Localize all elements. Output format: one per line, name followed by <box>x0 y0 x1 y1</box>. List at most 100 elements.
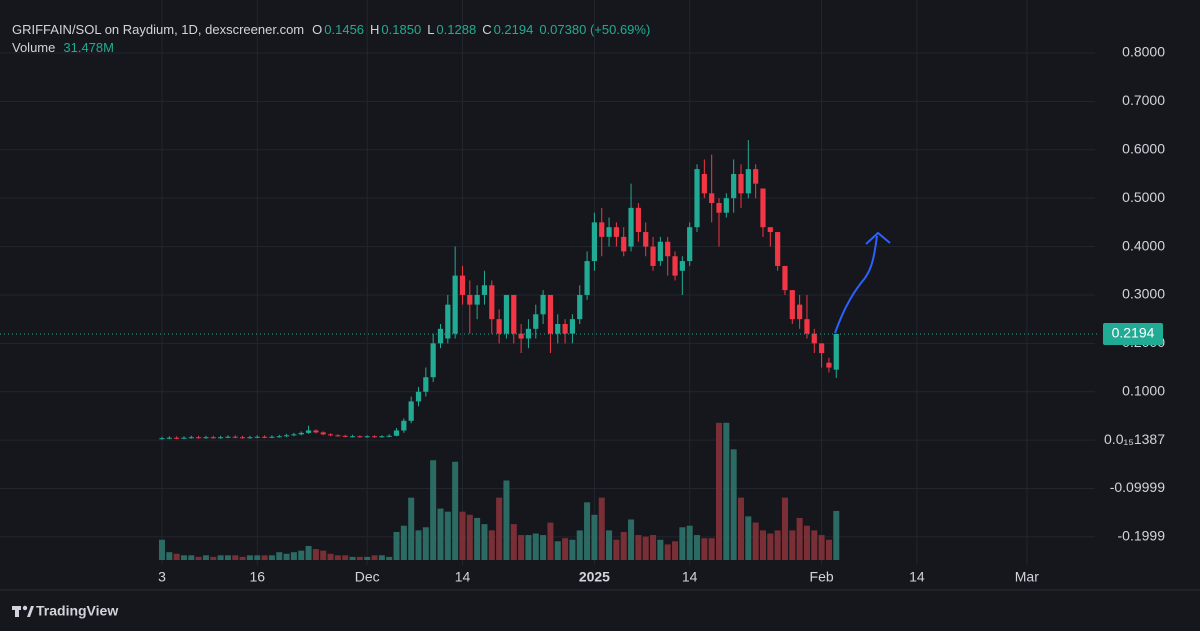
volume-bar <box>320 550 327 560</box>
volume-bar <box>825 539 832 560</box>
volume-bar <box>716 422 723 560</box>
volume-bar <box>246 555 253 560</box>
volume-bar <box>364 556 371 560</box>
volume-bar <box>283 553 290 560</box>
volume-bar <box>650 535 657 560</box>
x-tick-label: 16 <box>249 569 265 585</box>
candle-body <box>767 227 773 233</box>
candle-body <box>261 436 268 438</box>
x-tick-label: 14 <box>909 569 925 585</box>
candle-body <box>716 203 722 213</box>
volume-bar <box>562 538 569 560</box>
candle-body <box>342 435 348 437</box>
volume-bar <box>261 555 268 560</box>
candle-body <box>298 432 304 435</box>
volume-bar <box>708 538 715 560</box>
y-tick-label: 0.0₁₅1387 <box>1104 431 1165 447</box>
volume-bar <box>342 555 349 560</box>
candle-body <box>628 207 634 247</box>
volume-bar <box>525 535 532 560</box>
volume-bar <box>422 527 429 560</box>
candle-body <box>650 246 656 266</box>
volume-bar <box>569 539 576 560</box>
volume-bar <box>305 545 312 560</box>
candle-body <box>467 294 473 305</box>
candle-body <box>313 430 319 433</box>
grid <box>0 0 1095 565</box>
volume-bar <box>679 527 686 560</box>
volume-bar <box>686 525 693 560</box>
volume-bar <box>312 549 319 560</box>
value: 0.2194 <box>493 22 534 37</box>
candle-body <box>540 294 546 315</box>
x-tick-label: Mar <box>1015 569 1039 585</box>
x-tick-label: 2025 <box>579 569 610 585</box>
volume-bar <box>833 510 840 560</box>
volume-row: Volume 31.478M <box>12 39 656 57</box>
y-tick-label: 0.1000 <box>1122 382 1165 398</box>
volume-bar <box>759 530 766 560</box>
candle-body <box>760 188 766 228</box>
candle-body <box>584 261 590 295</box>
volume-bar <box>598 497 605 560</box>
candle-body <box>240 437 246 439</box>
candle-body <box>305 430 312 433</box>
last-price-label: 0.2194 <box>1112 325 1155 341</box>
volume-bar <box>334 555 341 560</box>
volume-pane <box>158 422 840 560</box>
y-tick-label: 0.4000 <box>1122 237 1165 253</box>
candle-body <box>591 222 598 262</box>
candle-body <box>775 232 781 266</box>
candle-body <box>459 275 466 295</box>
candle-body <box>283 435 290 437</box>
candle-body <box>701 173 707 194</box>
volume-bar <box>444 511 451 560</box>
y-tick-label: 0.6000 <box>1122 140 1165 156</box>
volume-bar <box>378 555 385 560</box>
candle-body <box>577 294 583 320</box>
volume-bar <box>349 556 356 560</box>
candle-body <box>445 304 451 339</box>
candle-body <box>386 435 392 437</box>
volume-bar <box>532 533 539 560</box>
candle-body <box>811 333 817 344</box>
candle-body <box>723 198 729 213</box>
brand: TradingView <box>36 603 118 619</box>
volume-bar <box>745 516 752 560</box>
candle-body <box>687 227 693 262</box>
label: Volume <box>12 40 56 55</box>
volume-bar <box>613 539 620 560</box>
volume-bar <box>224 555 231 560</box>
volume-bar <box>459 511 466 560</box>
candle-body <box>335 435 341 437</box>
volume-bar <box>752 522 759 560</box>
label: C <box>482 22 492 37</box>
change: 0.07380 (+50.69%) <box>539 22 651 37</box>
candle-body <box>657 241 663 262</box>
volume-bar <box>400 525 407 560</box>
y-tick-label: 0.8000 <box>1122 44 1165 60</box>
candle-body <box>225 436 231 438</box>
candle-body <box>753 169 759 184</box>
candle-body <box>547 294 554 334</box>
volume-bar <box>327 553 334 560</box>
volume-bar <box>232 555 239 560</box>
volume-bar <box>591 514 598 560</box>
candle-body <box>357 436 363 438</box>
label: L <box>427 22 435 37</box>
candle-body <box>606 227 612 237</box>
candle-body <box>533 314 539 329</box>
candle-body <box>797 304 803 320</box>
volume-bar <box>774 530 781 560</box>
candle-body <box>804 319 810 334</box>
label: O <box>312 22 323 37</box>
volume-bar <box>202 555 209 560</box>
volume-bar <box>547 522 554 560</box>
candle-body <box>320 432 326 435</box>
volume-bar <box>298 550 305 560</box>
volume-bar <box>584 502 591 560</box>
candle-body <box>247 437 253 439</box>
volume-bar <box>408 497 415 560</box>
volume-bar <box>217 555 224 560</box>
volume-bar <box>466 514 473 560</box>
